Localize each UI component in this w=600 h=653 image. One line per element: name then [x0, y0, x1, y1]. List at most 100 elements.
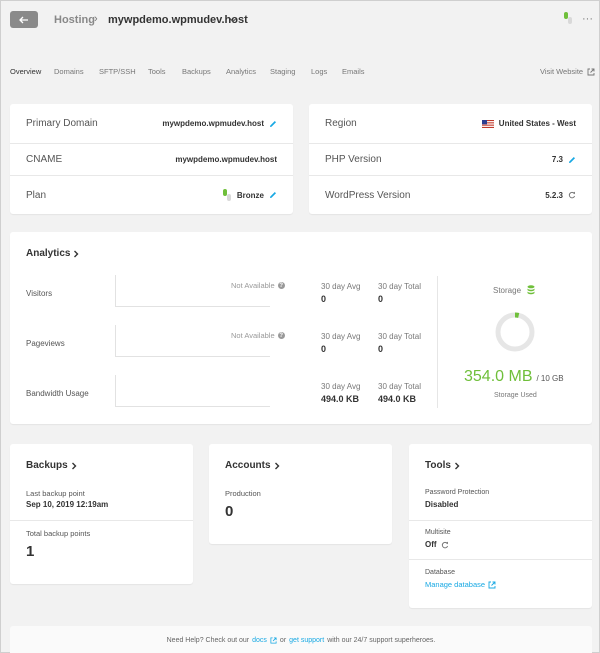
storage-total-value: / 10 GB	[536, 374, 564, 383]
bronze-plan-icon	[222, 189, 231, 201]
multisite-label: Multisite	[425, 529, 451, 536]
plan-row: Plan Bronze	[10, 176, 293, 214]
tools-title[interactable]: Tools	[425, 460, 460, 471]
bandwidth-total-label: 30 day Total	[378, 382, 421, 391]
visitors-not-available: Not Available ?	[231, 281, 285, 290]
multisite-text: Off	[425, 540, 437, 549]
visitors-total-label: 30 day Total	[378, 282, 421, 291]
site-name[interactable]: mywpdemo.wpmudev.host	[108, 14, 248, 26]
wp-version-text: 5.2.3	[545, 190, 563, 200]
storage-label: Storage	[493, 285, 522, 295]
pageviews-graph	[115, 325, 270, 357]
storage-amount: 354.0 MB / 10 GB	[464, 368, 564, 386]
external-link-icon	[270, 637, 277, 644]
manage-database-link[interactable]: Manage database	[425, 580, 496, 589]
pageviews-avg-label: 30 day Avg	[321, 332, 361, 341]
pageviews-label: Pageviews	[26, 339, 65, 348]
pencil-icon[interactable]	[269, 191, 277, 199]
cname-row: CNAME mywpdemo.wpmudev.host	[10, 144, 293, 176]
storage-used-label: Storage Used	[494, 392, 537, 399]
footer: Need Help? Check out our docs or get sup…	[10, 626, 592, 653]
cname-value: mywpdemo.wpmudev.host	[175, 155, 277, 164]
visit-website-link[interactable]: Visit Website	[540, 67, 595, 76]
bandwidth-avg-label: 30 day Avg	[321, 382, 361, 391]
tools-card: Tools Password Protection Disabled Multi…	[409, 444, 592, 608]
breadcrumb-separator: ›	[94, 13, 98, 25]
pencil-icon[interactable]	[269, 120, 277, 128]
password-protection-label: Password Protection	[425, 489, 490, 496]
tab-sftp-ssh[interactable]: SFTP/SSH	[99, 67, 136, 76]
plan-label: Plan	[26, 189, 47, 201]
php-label: PHP Version	[325, 154, 382, 165]
php-row: PHP Version 7.3	[309, 144, 592, 176]
production-label: Production	[225, 489, 261, 498]
tab-backups[interactable]: Backups	[182, 67, 211, 76]
tab-logs[interactable]: Logs	[311, 67, 328, 76]
total-backups-value: 1	[26, 543, 35, 560]
chevron-right-icon	[74, 250, 79, 257]
analytics-card: Analytics Visitors Not Available ? 30 da…	[10, 232, 592, 424]
server-info-card: Region United States - West PHP Version …	[309, 104, 592, 214]
storage-ring-fill	[495, 312, 535, 352]
site-info-card: Primary Domain mywpdemo.wpmudev.host CNA…	[10, 104, 293, 214]
database-label: Database	[425, 569, 455, 576]
tab-staging[interactable]: Staging	[270, 67, 296, 76]
production-value: 0	[225, 503, 234, 520]
visit-website-label: Visit Website	[540, 67, 584, 76]
back-button[interactable]	[10, 11, 38, 28]
plan-text: Bronze	[236, 190, 264, 200]
help-icon[interactable]: ?	[277, 332, 285, 339]
primary-domain-value: mywpdemo.wpmudev.host	[162, 119, 277, 128]
storage-ring-track	[495, 312, 535, 352]
wp-version-value: 5.2.3	[545, 191, 576, 200]
visitors-total-value: 0	[378, 294, 384, 304]
primary-domain-text: mywpdemo.wpmudev.host	[162, 119, 264, 128]
breadcrumb-hosting[interactable]: Hosting	[54, 14, 95, 26]
refresh-icon[interactable]	[568, 191, 576, 199]
backups-title[interactable]: Backups	[26, 460, 77, 471]
php-text: 7.3	[551, 155, 563, 164]
accounts-title[interactable]: Accounts	[225, 460, 280, 471]
bandwidth-total-value: 494.0 KB	[378, 394, 417, 404]
not-available-text: Not Available	[231, 331, 275, 340]
more-menu-icon[interactable]: ···	[582, 13, 593, 25]
visitors-avg-value: 0	[321, 294, 327, 304]
primary-domain-row: Primary Domain mywpdemo.wpmudev.host	[10, 104, 293, 144]
footer-help-text: Need Help? Check out our docs or get sup…	[10, 637, 592, 644]
tab-overview[interactable]: Overview	[10, 67, 42, 76]
accounts-card: Accounts Production 0	[209, 444, 392, 544]
docs-link[interactable]: docs	[252, 637, 267, 644]
tab-domains[interactable]: Domains	[54, 67, 84, 76]
help-icon[interactable]: ?	[277, 282, 285, 289]
visitors-label: Visitors	[26, 289, 53, 298]
pageviews-total-label: 30 day Total	[378, 332, 421, 341]
storage-used-value: 354.0 MB	[464, 368, 533, 385]
tab-tools[interactable]: Tools	[148, 67, 166, 76]
tools-divider-2	[409, 559, 592, 560]
bandwidth-avg-value: 494.0 KB	[321, 394, 360, 404]
chevron-right-icon	[274, 462, 280, 469]
primary-domain-label: Primary Domain	[26, 118, 98, 129]
backups-card: Backups Last backup point Sep 10, 2019 1…	[10, 444, 193, 584]
refresh-icon[interactable]	[441, 541, 449, 549]
external-link-icon	[587, 68, 595, 75]
region-row: Region United States - West	[309, 104, 592, 144]
pencil-icon[interactable]	[568, 156, 576, 164]
region-value: United States - West	[481, 119, 576, 128]
analytics-title-text: Analytics	[26, 248, 71, 259]
wp-version-label: WordPress Version	[325, 189, 411, 201]
region-text: United States - West	[498, 119, 576, 128]
tab-analytics[interactable]: Analytics	[226, 67, 257, 76]
tools-divider-1	[409, 520, 592, 521]
get-support-link[interactable]: get support	[289, 637, 325, 644]
tab-emails[interactable]: Emails	[342, 67, 365, 76]
bandwidth-label: Bandwidth Usage	[26, 389, 89, 398]
storage-usage-ring	[495, 312, 535, 352]
wp-version-row: WordPress Version 5.2.3	[309, 176, 592, 214]
total-backups-label: Total backup points	[26, 529, 91, 538]
chevron-down-icon[interactable]	[229, 16, 237, 24]
footer-or: or	[279, 637, 287, 644]
not-available-text: Not Available	[231, 281, 275, 290]
last-backup-label: Last backup point	[26, 489, 85, 498]
analytics-title[interactable]: Analytics	[26, 248, 79, 259]
